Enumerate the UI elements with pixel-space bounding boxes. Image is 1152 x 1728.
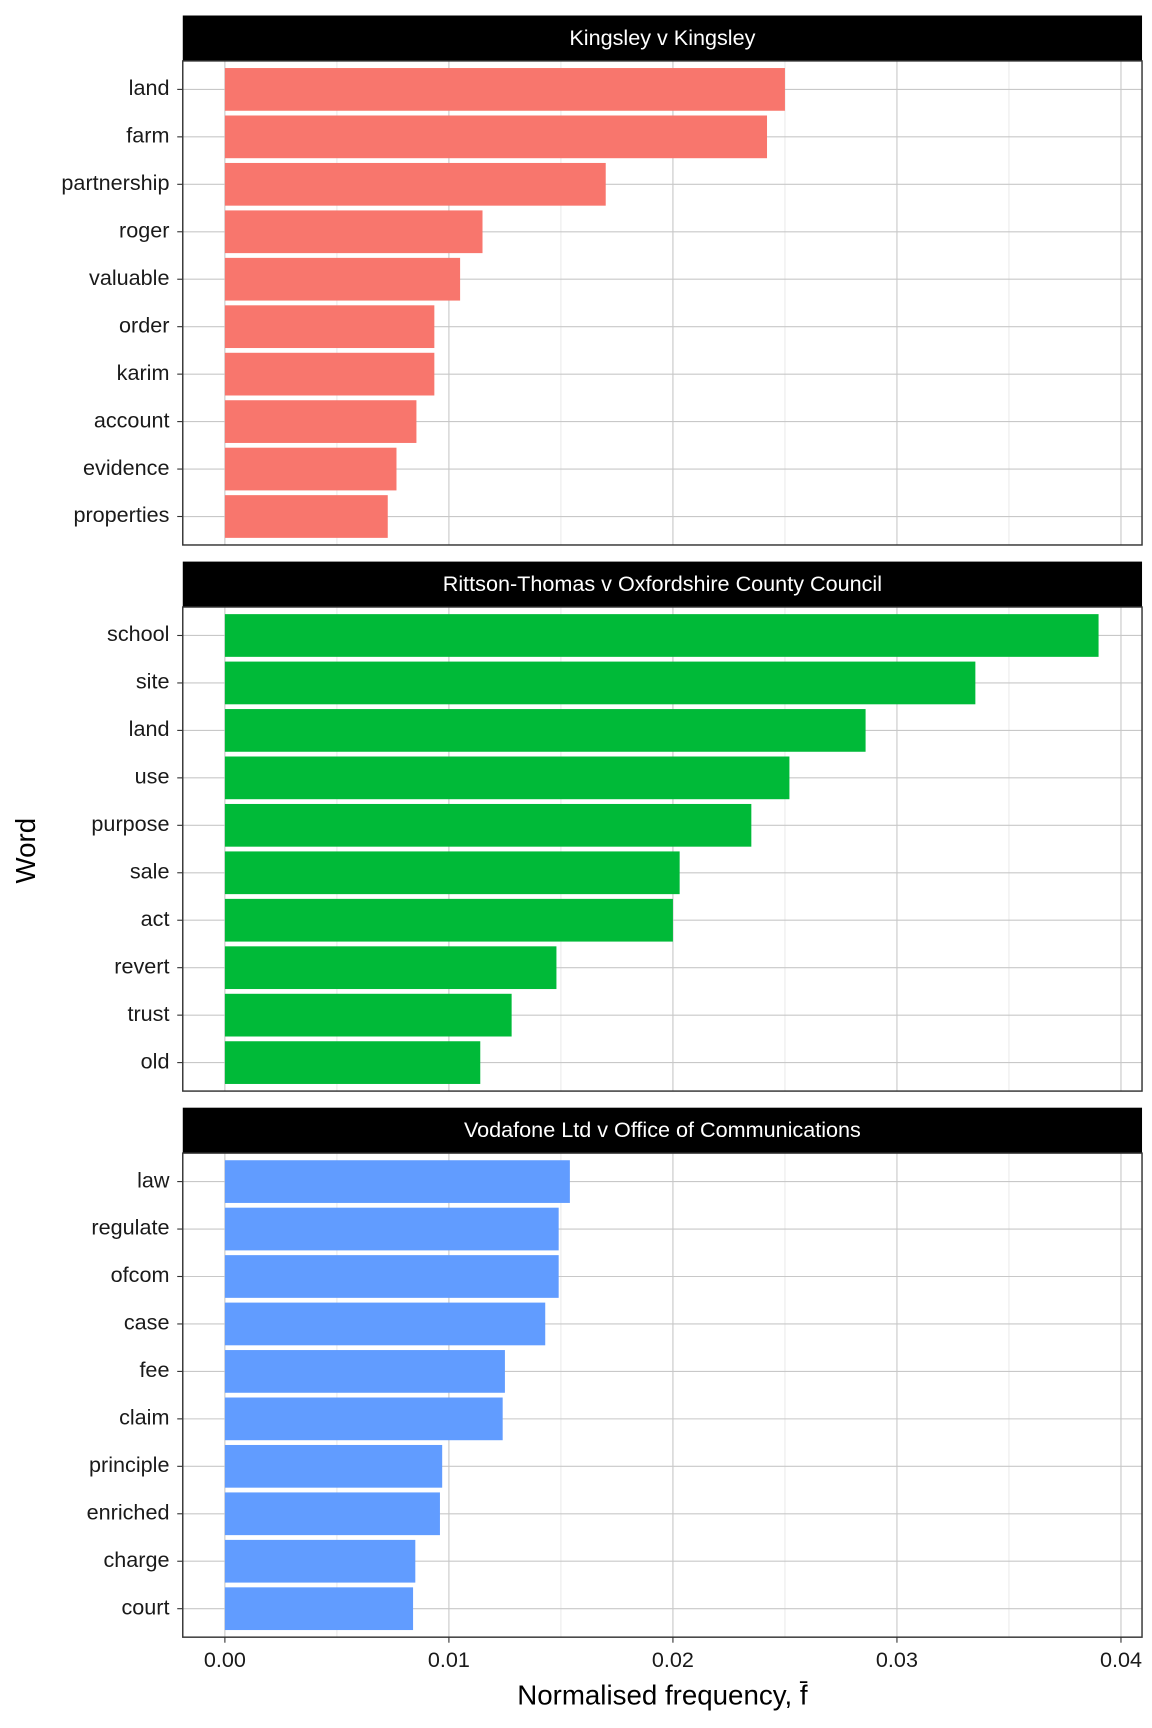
x-tick-label: 0.04 xyxy=(1100,1647,1142,1672)
x-tick-label: 0.03 xyxy=(876,1647,918,1672)
bar xyxy=(224,1397,503,1441)
x-tick-label: 0.01 xyxy=(428,1647,470,1672)
bar xyxy=(224,210,483,254)
y-tick-label: account xyxy=(94,407,170,432)
y-tick-label: roger xyxy=(119,217,169,242)
y-tick-label: valuable xyxy=(89,265,169,290)
bar xyxy=(224,898,673,942)
y-tick-label: partnership xyxy=(61,170,169,195)
x-axis-title: Normalised frequency, f̄ xyxy=(517,1679,808,1710)
strip xyxy=(182,561,1143,608)
bar xyxy=(224,709,866,752)
y-tick-label: school xyxy=(107,621,169,646)
bar xyxy=(224,495,388,538)
y-tick-label: law xyxy=(137,1167,170,1192)
strip xyxy=(182,1107,1143,1154)
bar xyxy=(224,1587,414,1631)
bar xyxy=(224,305,435,349)
y-tick-label: purpose xyxy=(91,811,169,836)
y-tick-label: use xyxy=(135,764,170,789)
bar xyxy=(224,661,976,705)
bar xyxy=(224,257,461,301)
y-tick-label: land xyxy=(129,75,170,100)
bar xyxy=(224,1444,443,1488)
y-tick-label: regulate xyxy=(91,1215,169,1240)
panel-title: Vodafone Ltd v Office of Communications xyxy=(464,1117,861,1142)
y-tick-label: principle xyxy=(89,1452,169,1477)
bar xyxy=(224,68,785,111)
y-axis-title: Word xyxy=(10,818,41,884)
y-tick-label: revert xyxy=(114,953,169,978)
y-tick-label: old xyxy=(141,1048,170,1073)
bar xyxy=(224,1350,505,1393)
bar xyxy=(224,1302,546,1346)
y-tick-label: land xyxy=(129,716,170,741)
bar xyxy=(224,851,680,895)
y-tick-label: claim xyxy=(119,1405,169,1430)
panel-border xyxy=(182,606,1143,1092)
bar xyxy=(224,946,557,990)
panel-title: Rittson-Thomas v Oxfordshire County Coun… xyxy=(443,571,882,596)
y-tick-label: evidence xyxy=(83,455,169,480)
bar xyxy=(224,803,752,847)
y-tick-label: enriched xyxy=(87,1499,170,1524)
bar xyxy=(224,614,1099,657)
bar xyxy=(224,162,606,206)
y-tick-label: trust xyxy=(127,1001,169,1026)
y-tick-label: case xyxy=(124,1310,170,1335)
y-tick-label: farm xyxy=(126,123,169,148)
y-tick-label: act xyxy=(141,906,170,931)
bar xyxy=(224,400,417,443)
y-tick-label: court xyxy=(121,1594,169,1619)
y-tick-label: site xyxy=(136,669,170,694)
x-tick-label: 0.00 xyxy=(204,1647,246,1672)
bar xyxy=(224,993,512,1037)
y-tick-label: order xyxy=(119,312,169,337)
x-tick-label: 0.02 xyxy=(652,1647,694,1672)
bar xyxy=(224,1255,559,1298)
y-tick-label: properties xyxy=(73,502,169,527)
bar xyxy=(224,115,768,159)
y-tick-label: sale xyxy=(130,858,170,883)
y-tick-label: karim xyxy=(117,360,170,385)
bar xyxy=(224,1041,481,1084)
y-tick-label: ofcom xyxy=(111,1262,170,1287)
panel-border xyxy=(182,60,1143,546)
y-tick-label: fee xyxy=(139,1357,169,1382)
bar xyxy=(224,352,435,396)
panel-border xyxy=(182,1152,1143,1638)
bar xyxy=(224,1160,570,1203)
bar xyxy=(224,1539,416,1583)
y-tick-label: charge xyxy=(103,1547,169,1572)
panel-title: Kingsley v Kingsley xyxy=(569,25,755,50)
bar xyxy=(224,756,790,800)
bar xyxy=(224,447,397,491)
bar xyxy=(224,1207,559,1251)
strip xyxy=(182,15,1143,61)
bar xyxy=(224,1492,440,1536)
